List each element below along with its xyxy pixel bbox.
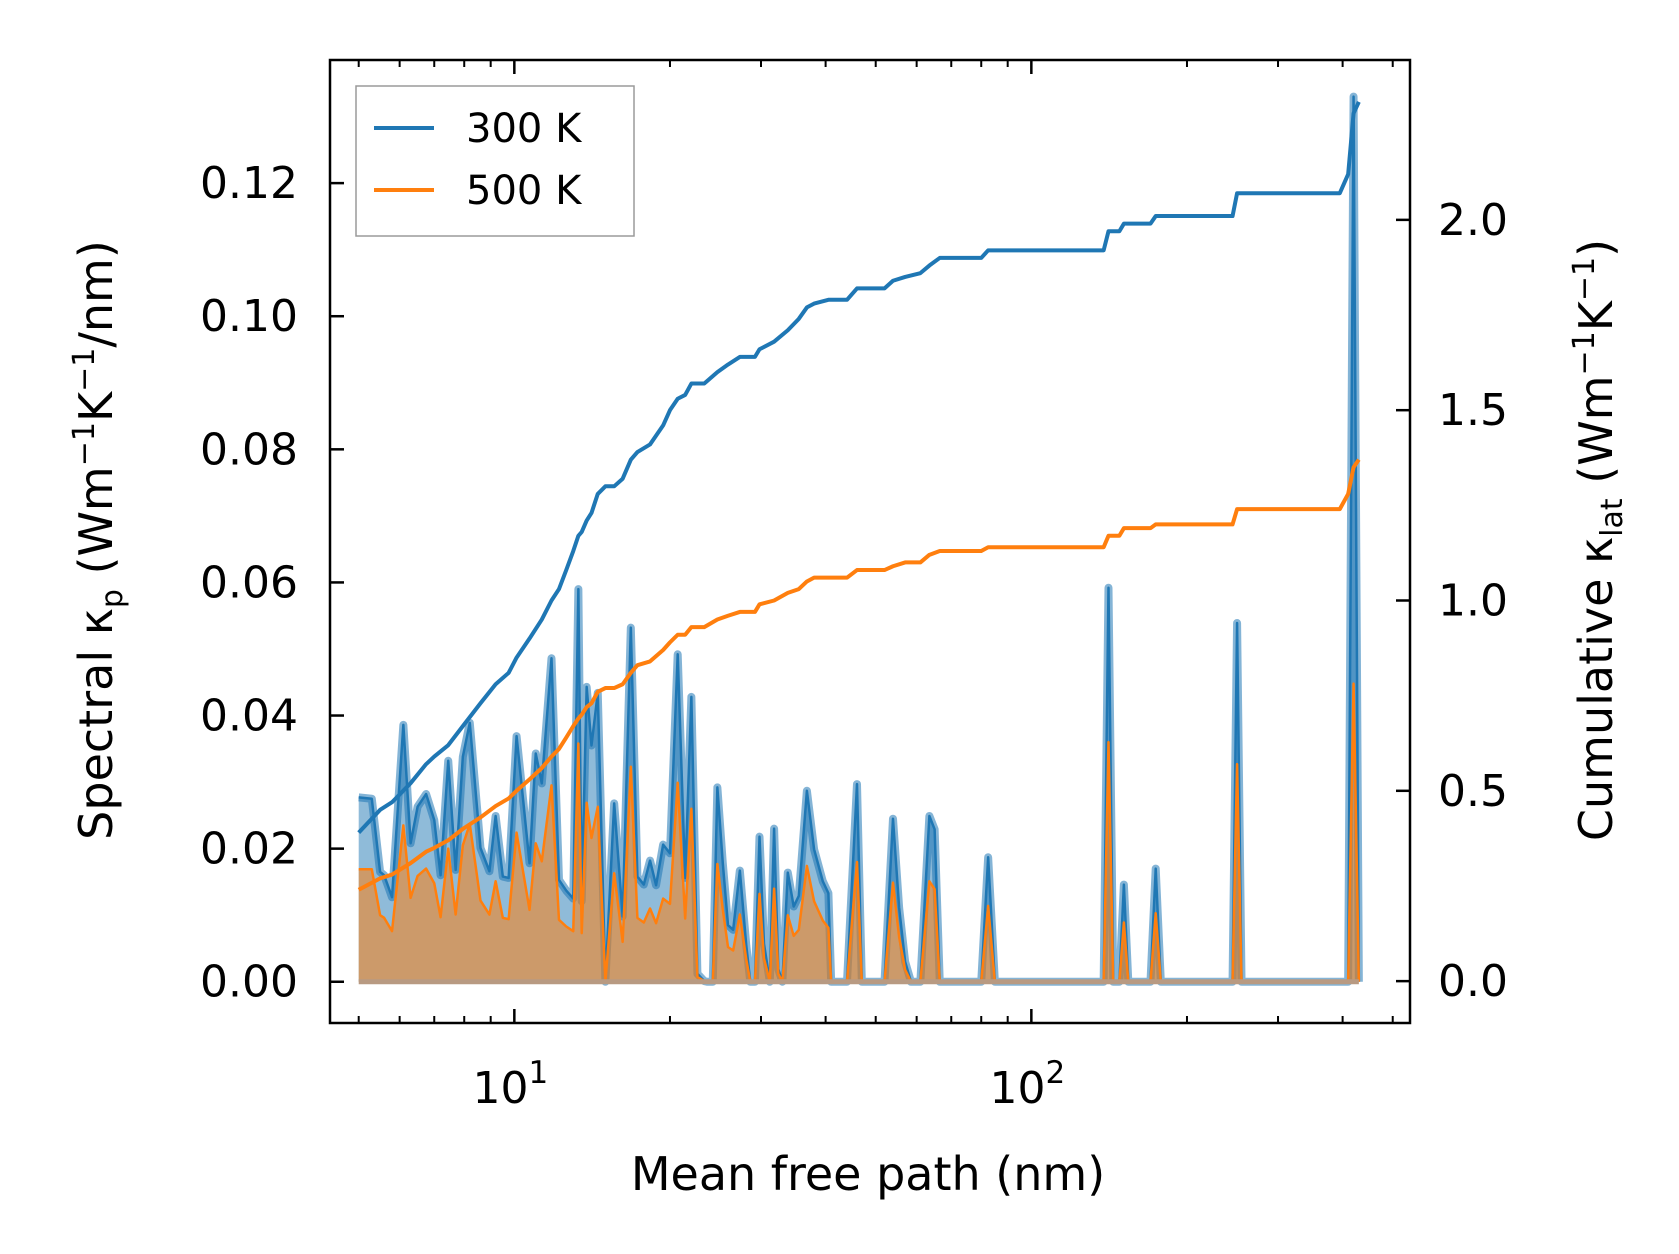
y-right-tick-label: 1.0 bbox=[1438, 575, 1508, 626]
y-right-title-exp2: −1 bbox=[1567, 257, 1602, 301]
cumulative-line-300K bbox=[357, 101, 1361, 835]
y-left-title-unit3: /nm) bbox=[69, 240, 123, 347]
x-tick-exponent: 2 bbox=[1045, 1055, 1065, 1091]
x-tick-label: 101 bbox=[472, 1055, 548, 1114]
x-axis-title: Mean free path (nm) bbox=[631, 1147, 1105, 1201]
y-left-title-exp1: −1 bbox=[67, 422, 102, 466]
y-left-tick-label: 0.02 bbox=[200, 824, 298, 875]
y-left-tick-label: 0.12 bbox=[200, 158, 298, 209]
cumulative-layer bbox=[357, 101, 1361, 892]
y-left-tick-label: 0.04 bbox=[200, 691, 298, 742]
y-right-title-unit3: ) bbox=[1569, 239, 1623, 257]
y-left-tick-label: 0.08 bbox=[200, 424, 298, 475]
y-left-title-unit2: K bbox=[69, 390, 123, 422]
plot-frame bbox=[328, 58, 1412, 1025]
x-tick-label: 102 bbox=[989, 1055, 1065, 1114]
y-left-title-main: Spectral κ bbox=[69, 608, 123, 840]
x-tick-base: 10 bbox=[472, 1063, 528, 1114]
spectral-layer bbox=[358, 92, 1363, 986]
legend: 300 K 500 K bbox=[355, 85, 635, 237]
legend-label-300K: 300 K bbox=[466, 106, 583, 152]
y-left-tick-label: 0.00 bbox=[200, 957, 298, 1008]
x-tick-exponent: 1 bbox=[528, 1055, 548, 1091]
y-right-tick-label: 2.0 bbox=[1438, 195, 1508, 246]
y-left-title-sub: p bbox=[95, 589, 130, 608]
y-right-title-sub: lat bbox=[1595, 498, 1630, 537]
y-right-tick-label: 0.0 bbox=[1438, 956, 1508, 1007]
cumulative-line-500K bbox=[357, 458, 1361, 892]
y-right-axis-title: Cumulative κlat (Wm−1K−1) bbox=[1567, 239, 1630, 841]
plot-area bbox=[357, 92, 1363, 986]
axes-layer: 101 1020.000.020.040.060.080.100.120.00.5… bbox=[200, 58, 1508, 1114]
y-right-title-exp1: −1 bbox=[1567, 331, 1602, 375]
y-right-tick-label: 0.5 bbox=[1438, 766, 1508, 817]
legend-label-500K: 500 K bbox=[466, 168, 583, 214]
y-left-tick-label: 0.06 bbox=[200, 557, 298, 608]
y-right-tick-label: 1.5 bbox=[1438, 385, 1508, 436]
legend-frame bbox=[355, 85, 635, 237]
x-tick-base: 10 bbox=[989, 1063, 1045, 1114]
spectral-area-500K bbox=[358, 683, 1359, 982]
y-right-title-main: Cumulative κ bbox=[1569, 537, 1623, 841]
y-left-title-unit1: (Wm bbox=[69, 466, 123, 589]
y-right-title-unit1: (Wm bbox=[1569, 375, 1623, 498]
y-left-axis-title: Spectral κp (Wm−1K−1/nm) bbox=[67, 240, 130, 840]
y-left-tick-label: 0.10 bbox=[200, 291, 298, 342]
y-left-title-exp2: −1 bbox=[67, 348, 102, 392]
spectral-line-300K bbox=[358, 95, 1361, 983]
spectral-line-500K bbox=[358, 682, 1361, 983]
y-right-title-unit2: K bbox=[1569, 299, 1623, 331]
